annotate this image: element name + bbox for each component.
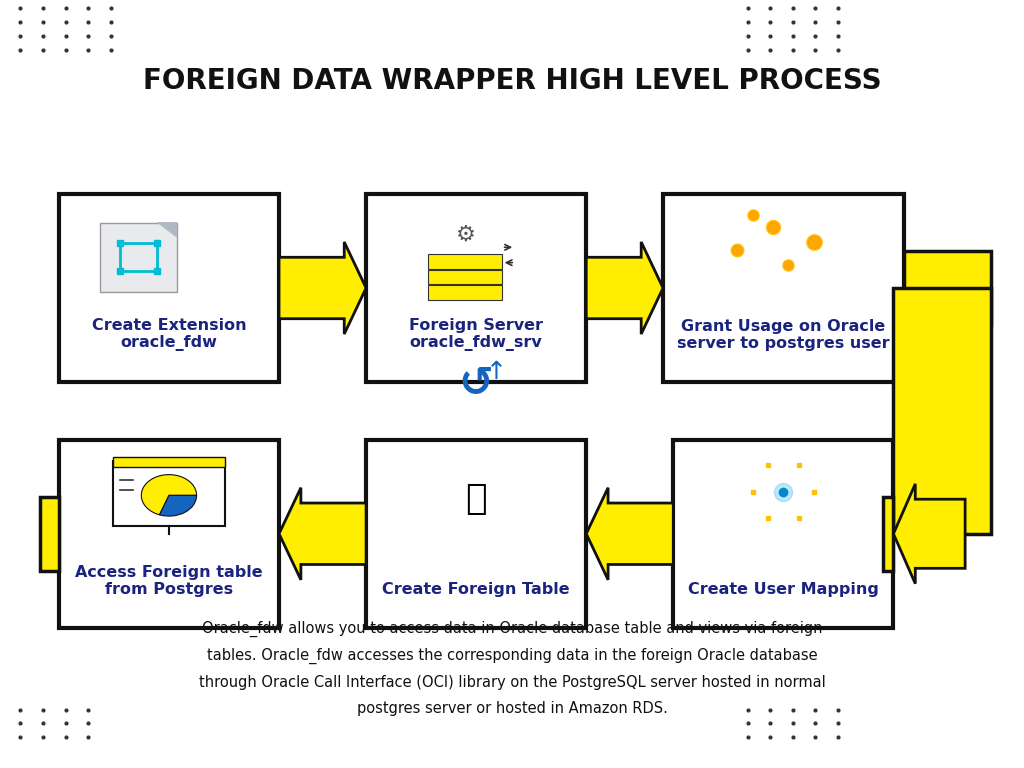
Polygon shape — [279, 488, 367, 580]
Bar — [113, 461, 225, 526]
Text: Foreign Server
oracle_fdw_srv: Foreign Server oracle_fdw_srv — [410, 318, 543, 352]
Text: Create User Mapping: Create User Mapping — [688, 582, 879, 598]
Polygon shape — [159, 223, 177, 237]
Text: Grant Usage on Oracle
server to postgres user: Grant Usage on Oracle server to postgres… — [677, 319, 890, 352]
FancyBboxPatch shape — [428, 270, 502, 284]
Polygon shape — [586, 242, 664, 334]
Text: ↺: ↺ — [459, 363, 494, 405]
Text: Oracle_fdw allows you to access data in Oracle database table and views via fore: Oracle_fdw allows you to access data in … — [199, 621, 825, 716]
Bar — [113, 457, 225, 467]
FancyBboxPatch shape — [100, 223, 176, 292]
Bar — [59, 194, 279, 382]
FancyBboxPatch shape — [428, 254, 502, 269]
Bar — [904, 251, 991, 325]
Bar — [664, 194, 903, 382]
Bar — [120, 243, 157, 271]
Text: Create Foreign Table: Create Foreign Table — [382, 582, 570, 598]
Text: ↑: ↑ — [486, 360, 507, 385]
Wedge shape — [160, 495, 197, 516]
Text: Access Foreign table
from Postgres: Access Foreign table from Postgres — [75, 564, 263, 598]
Polygon shape — [279, 242, 367, 334]
Bar — [367, 439, 586, 628]
Bar — [41, 497, 59, 571]
Bar — [674, 439, 893, 628]
Bar — [59, 439, 279, 628]
FancyBboxPatch shape — [428, 285, 502, 300]
Wedge shape — [141, 475, 197, 515]
Text: 💻: 💻 — [465, 482, 487, 516]
Polygon shape — [893, 484, 966, 584]
Text: Create Extension
oracle_fdw: Create Extension oracle_fdw — [91, 318, 247, 352]
Bar — [367, 194, 586, 382]
Text: FOREIGN DATA WRAPPER HIGH LEVEL PROCESS: FOREIGN DATA WRAPPER HIGH LEVEL PROCESS — [142, 67, 882, 94]
Bar — [893, 288, 991, 534]
Polygon shape — [586, 488, 674, 580]
Bar — [883, 497, 893, 571]
Text: ⚙: ⚙ — [456, 224, 476, 244]
